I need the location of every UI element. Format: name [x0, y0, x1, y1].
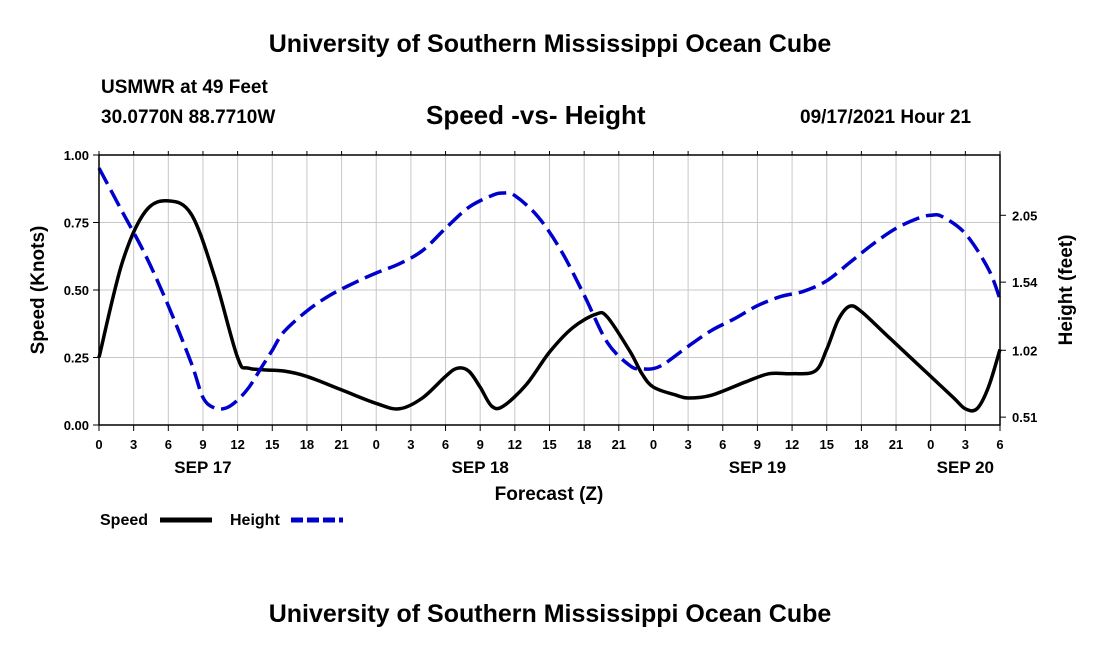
- y-tick-label-left: 0.25: [64, 351, 89, 366]
- x-tick-label: 18: [300, 437, 314, 452]
- y-axis-title-left: Speed (Knots): [28, 226, 49, 355]
- x-tick-label: 6: [719, 437, 726, 452]
- y-tick-label-left: 0.75: [64, 216, 89, 231]
- x-tick-label: 0: [373, 437, 380, 452]
- date-label: SEP 19: [729, 458, 786, 477]
- x-tick-label: 0: [650, 437, 657, 452]
- x-tick-label: 21: [334, 437, 348, 452]
- x-tick-label: 21: [612, 437, 626, 452]
- x-tick-label: 3: [684, 437, 691, 452]
- x-tick-label: 9: [754, 437, 761, 452]
- x-tick-label: 15: [542, 437, 556, 452]
- x-tick-label: 6: [442, 437, 449, 452]
- grid: [99, 155, 1000, 425]
- station-coordinates: 30.0770N 88.7710W: [101, 107, 276, 128]
- x-tick-label: 3: [407, 437, 414, 452]
- series-layer: [97, 167, 1002, 413]
- x-tick-label: 0: [95, 437, 102, 452]
- y-tick-label-right: 1.02: [1012, 343, 1037, 358]
- y-tick-label-left: 0.00: [64, 418, 89, 433]
- x-tick-label: 15: [819, 437, 833, 452]
- date-label: SEP 17: [174, 458, 231, 477]
- x-tick-label: 6: [165, 437, 172, 452]
- series-line-speed: [97, 199, 1002, 413]
- y-axis-title-right: Height (feet): [1056, 235, 1077, 346]
- forecast-datetime: 09/17/2021 Hour 21: [800, 107, 972, 128]
- page-title: University of Southern Mississippi Ocean…: [268, 30, 832, 58]
- station-label: USMWR at 49 Feet: [101, 77, 268, 98]
- legend: Speed Height: [100, 512, 343, 529]
- date-label: SEP 20: [937, 458, 994, 477]
- x-tick-label: 0: [927, 437, 934, 452]
- x-tick-label: 12: [785, 437, 799, 452]
- date-label: SEP 18: [452, 458, 509, 477]
- y-tick-label-left: 0.50: [64, 283, 89, 298]
- legend-speed-label: Speed: [100, 512, 148, 529]
- x-tick-label: 9: [199, 437, 206, 452]
- y-tick-label-right: 0.51: [1012, 410, 1037, 425]
- chart-title: Speed -vs- Height: [426, 100, 646, 130]
- y-tick-label-right: 1.54: [1012, 275, 1038, 290]
- y-tick-label-left: 1.00: [64, 148, 89, 163]
- x-axis-title: Forecast (Z): [495, 484, 604, 505]
- x-tick-label: 18: [577, 437, 591, 452]
- x-tick-label: 3: [130, 437, 137, 452]
- x-tick-label: 12: [230, 437, 244, 452]
- x-tick-label: 12: [508, 437, 522, 452]
- footer-title: University of Southern Mississippi Ocean…: [268, 600, 832, 628]
- x-tick-label: 21: [889, 437, 903, 452]
- x-tick-label: 18: [854, 437, 868, 452]
- axes: 0 3 6 9 12 15 18 21 0 3 6 9 12 15 18 21 0 3 6 9 12 15 18 21 0 3 60…: [64, 148, 1038, 477]
- legend-height-label: Height: [230, 512, 280, 529]
- x-tick-label: 9: [477, 437, 484, 452]
- series-line-height: [97, 167, 1002, 411]
- x-tick-label: 6: [996, 437, 1003, 452]
- x-tick-label: 3: [962, 437, 969, 452]
- y-tick-label-right: 2.05: [1012, 208, 1037, 223]
- x-tick-label: 15: [265, 437, 279, 452]
